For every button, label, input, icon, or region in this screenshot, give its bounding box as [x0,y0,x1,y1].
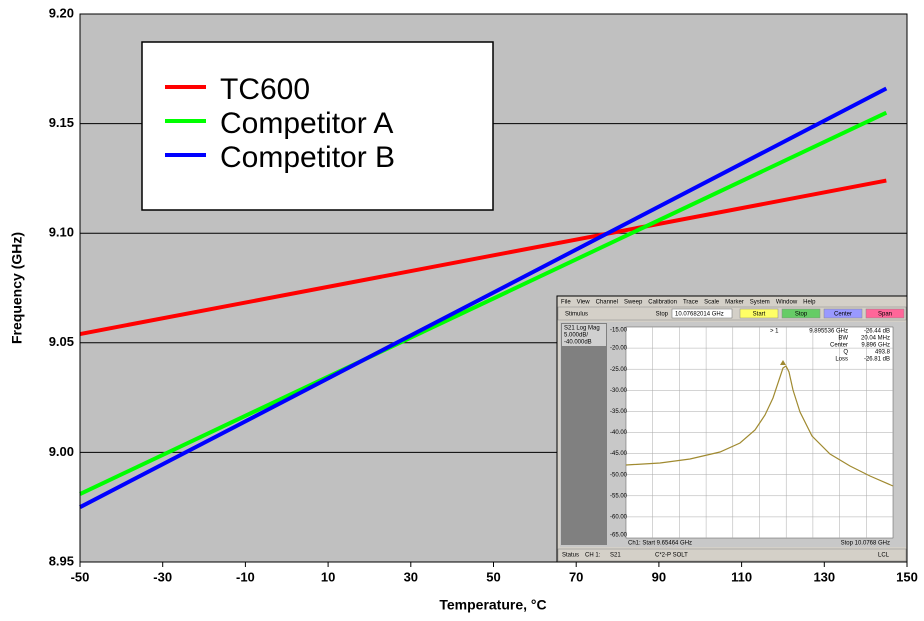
readout-value: 9.896 GHz [861,343,890,349]
y-tick-label: 8.95 [49,553,74,568]
x-tick-label: 10 [321,569,335,584]
button-label: Start [753,312,766,318]
inset-y-label: -45.00 [610,451,628,457]
legend-label: Competitor A [220,107,393,140]
inset-start: Ch1: Start 9.65464 GHz [628,541,692,547]
status-item: LCL [878,553,890,559]
inset-y-label: -50.00 [610,472,628,478]
inset-y-label: -40.00 [610,430,628,436]
inset-screenshot: Stimulus Stop 10.07682014 GHz S21 Log Ma… [557,296,907,562]
menu-item: View [577,300,591,306]
menu-item: Help [803,300,816,306]
inset-y-label: -20.00 [610,346,628,352]
trace-scale: 5.000dB/ [564,333,588,339]
trace-panel [561,323,607,545]
menu-item: Marker [725,300,744,306]
y-tick-label: 9.05 [49,334,74,349]
chart: 8.95 9.00 9.05 9.10 9.15 9.20 -50 -30 -10 10 30 50 7… [0,0,924,621]
y-axis-label: Frequency (GHz) [9,232,25,344]
x-tick-label: 70 [569,569,583,584]
menu-item: Sweep [624,300,643,306]
inset-y-label: -35.00 [610,409,628,415]
stimulus-label: Stimulus [565,312,588,318]
readout-label: Center [830,343,848,349]
x-tick-label: 150 [896,569,918,584]
button-label: Center [834,312,852,318]
legend-label: Competitor B [220,141,395,174]
status-item: C*2-P SOLT [655,553,688,559]
menu-item: Window [776,300,798,306]
inset-stop: Stop 10.0768 GHz [841,541,890,547]
menu-item: File [561,300,571,306]
inset-y-label: -55.00 [610,493,628,499]
x-axis-label: Temperature, °C [439,597,546,613]
menu-item: System [750,300,770,306]
menu-item: Scale [704,300,720,306]
status-item: S21 [610,553,621,559]
inset-y-label: -60.00 [610,514,628,520]
readout-value: -26.81 dB [864,357,890,363]
inset-y-label: -25.00 [610,367,628,373]
x-tick-label: 50 [486,569,500,584]
readout-label: Q [843,350,848,356]
x-tick-label: -50 [71,569,90,584]
y-tick-label: 9.10 [49,225,74,240]
readout-label: Loss [835,357,848,363]
x-tick-label: 130 [813,569,835,584]
x-tick-label: 30 [404,569,418,584]
menu-item: Calibration [648,300,677,306]
marker-id: > 1 [770,329,779,335]
inset-y-label: -65.00 [610,533,628,539]
menu-item: Trace [683,300,699,306]
stop-field-label: Stop [656,312,669,318]
y-tick-label: 9.00 [49,444,74,459]
button-label: Stop [795,312,808,318]
status-item: CH 1: [585,553,601,559]
trace-ref: -40.000dB [564,340,592,346]
y-tick-label: 9.20 [49,5,74,20]
stop-value: 10.07682014 GHz [675,312,724,318]
x-tick-label: 110 [731,569,752,584]
inset-y-label: -30.00 [610,388,628,394]
readout-value: 493.8 [875,350,891,356]
button-label: Span [878,312,892,318]
readout-label: BW [838,336,848,342]
marker-value: -26.44 dB [864,329,890,335]
x-tick-label: 90 [652,569,666,584]
legend-label: TC600 [220,73,310,106]
status-item: Status [562,553,579,559]
x-tick-label: -30 [153,569,172,584]
inset-y-label: -15.00 [610,328,628,334]
marker-freq: 9.895536 GHz [809,329,848,335]
trace-label: S21 Log Mag [564,326,600,332]
x-tick-label: -10 [236,569,255,584]
menu-item: Channel [596,300,618,306]
readout-value: 20.04 MHz [861,336,890,342]
y-tick-label: 9.15 [49,115,74,130]
